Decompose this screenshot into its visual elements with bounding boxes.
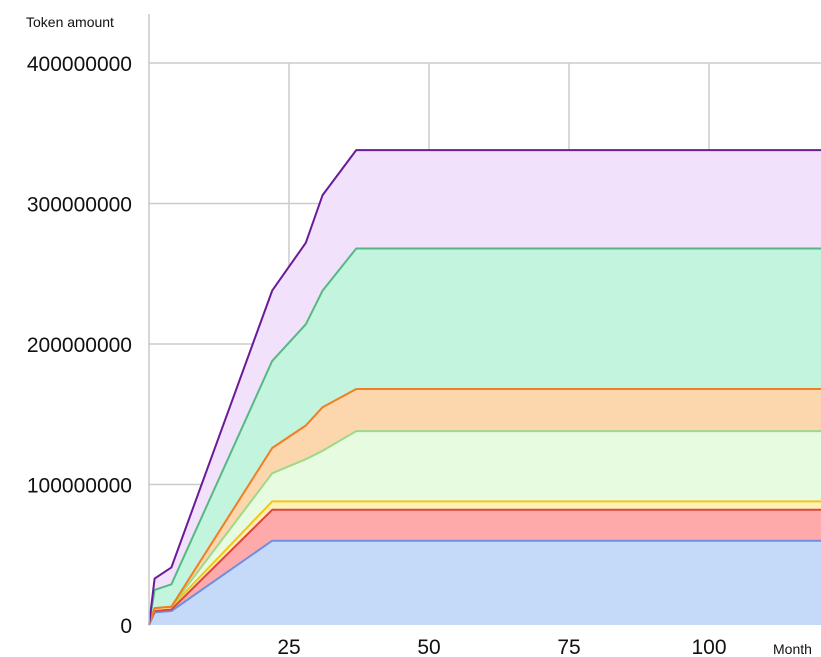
x-tick-label-0: 25 <box>277 636 300 657</box>
area-series-6 <box>149 248 821 625</box>
area-series-7 <box>149 150 821 625</box>
area-series-2 <box>149 509 821 625</box>
y-tick-label-4: 400000000 <box>27 53 132 76</box>
area-series-4 <box>149 431 821 625</box>
x-axis-label: Month <box>773 641 812 657</box>
area-series-5 <box>149 389 821 625</box>
y-tick-label-1: 100000000 <box>27 475 132 498</box>
series-lines <box>148 149 821 626</box>
series-line-6 <box>148 247 821 626</box>
series-line-1 <box>148 539 821 626</box>
area-series <box>149 150 821 625</box>
y-tick-labels: 0 100000000 200000000 300000000 400000000 <box>27 53 132 638</box>
y-tick-label-3: 300000000 <box>27 194 132 217</box>
series-line-7 <box>148 149 821 626</box>
x-tick-label-2: 75 <box>557 636 580 657</box>
y-tick-label-0: 0 <box>120 615 132 638</box>
x-tick-label-3: 100 <box>691 636 726 657</box>
x-tick-label-1: 50 <box>417 636 440 657</box>
y-axis-label: Token amount <box>26 14 114 30</box>
series-line-2 <box>148 508 821 626</box>
y-tick-label-2: 200000000 <box>27 334 132 357</box>
series-line-5 <box>148 388 821 626</box>
x-tick-labels: 25 50 75 100 <box>277 636 726 657</box>
area-series-1 <box>149 540 821 625</box>
